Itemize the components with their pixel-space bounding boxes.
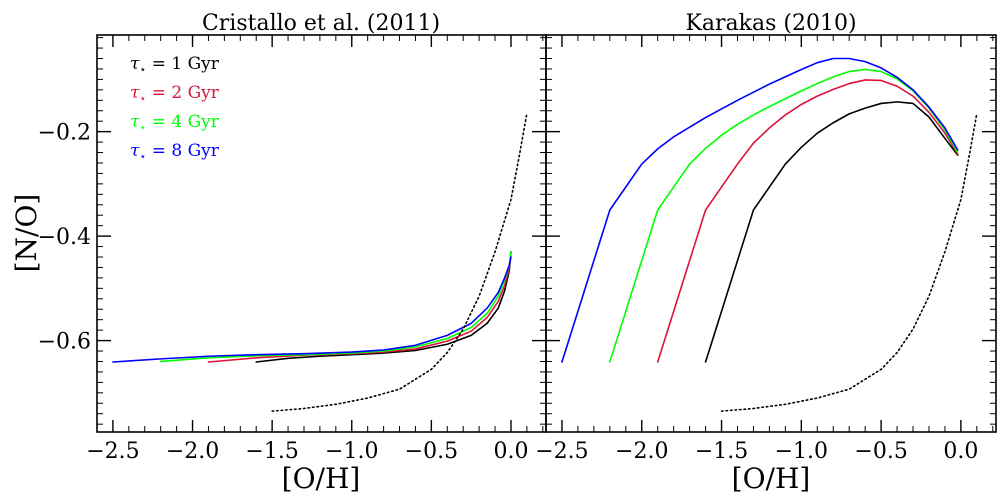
ticks: −2.5 −2.0 −1.5 −1.0 −0.5 0.0 −0.6 −0.4 −0.2 (38, 35, 546, 464)
series-line-2 (656, 79, 959, 363)
y-tick-label: −0.6 (38, 330, 91, 355)
x-axis-label: [O/H] (282, 462, 361, 495)
series-line-3 (609, 68, 959, 363)
series-line-3 (159, 250, 512, 363)
axes-frame (545, 34, 997, 433)
series-line-dotted (720, 112, 978, 412)
y-tick-label: −0.2 (38, 121, 91, 146)
panel-karakas: Karakas (2010) −2.5 −2.0 −1.5 −1.0 −0.5 0.0 [… (535, 11, 997, 495)
series-line-4 (112, 256, 512, 363)
x-tick-label: −2.0 (166, 439, 219, 464)
x-tick-label: 0.0 (943, 439, 978, 464)
x-tick-label: −2.0 (615, 439, 668, 464)
plot-area (561, 57, 978, 412)
legend-entry-2gyr: τ⋆ = 2 Gyr (130, 83, 220, 105)
panel-cristallo: Cristallo et al. (2011) −2.5 −2.0 −1.5 −1.0… (10, 11, 547, 495)
legend: τ⋆ = 1 Gyr τ⋆ = 2 Gyr τ⋆ = 4 Gyr τ⋆ = 8 … (130, 54, 220, 163)
legend-entry-1gyr: τ⋆ = 1 Gyr (130, 54, 220, 76)
y-axis-label: [N/O] (10, 194, 43, 273)
x-tick-label: −2.5 (86, 439, 139, 464)
legend-entry-8gyr: τ⋆ = 8 Gyr (130, 141, 220, 163)
plot-area (112, 112, 528, 412)
y-tick-label: −0.4 (38, 225, 91, 250)
x-tick-label: 0.0 (493, 439, 528, 464)
series-line-4 (561, 57, 959, 363)
x-tick-label: −0.5 (405, 439, 458, 464)
x-tick-label: −2.5 (535, 439, 588, 464)
panel-title: Cristallo et al. (2011) (202, 11, 440, 36)
panel-title: Karakas (2010) (685, 11, 856, 36)
x-tick-label: −0.5 (854, 439, 907, 464)
ticks: −2.5 −2.0 −1.5 −1.0 −0.5 0.0 (535, 35, 996, 464)
x-tick-label: −1.0 (325, 439, 378, 464)
series-line-1 (704, 101, 959, 363)
legend-entry-4gyr: τ⋆ = 4 Gyr (130, 112, 220, 134)
series-line-dotted (271, 112, 528, 412)
x-axis-label: [O/H] (732, 462, 811, 495)
series-line-2 (207, 250, 512, 363)
x-tick-label: −1.0 (775, 439, 828, 464)
x-tick-label: −1.5 (245, 439, 298, 464)
x-tick-label: −1.5 (695, 439, 748, 464)
series-line-1 (255, 250, 512, 363)
